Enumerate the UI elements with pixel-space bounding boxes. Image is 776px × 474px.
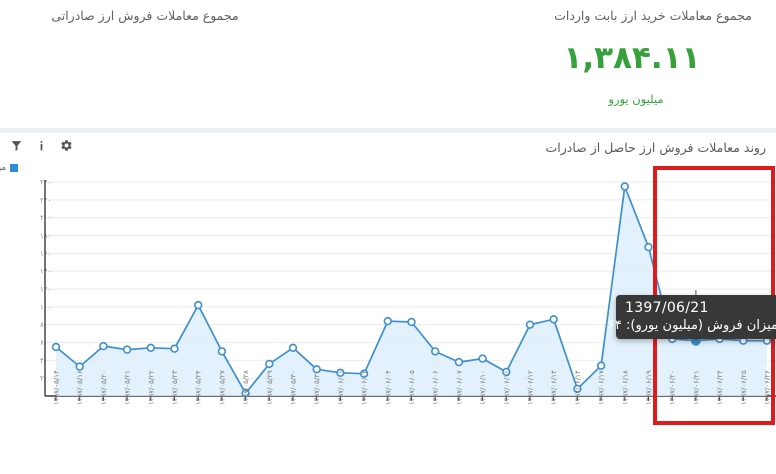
x-axis-tick-label: ۱۳۹۷/۰۵/۲۱ [124,370,132,405]
x-axis-tick-label: ۱۳۹۷/۰۵/۳۱ [313,370,321,405]
x-axis-tick-label: ۱۳۹۷/۰۵/۱۴ [53,370,61,405]
x-axis-tick-label: ۱۳۹۷/۰۵/۲۳ [171,370,179,405]
legend-item[interactable]: میزان فروش (میلیون یورو) [0,163,18,173]
legend-swatch [10,164,18,172]
x-axis-tick-label: ۱۳۹۷/۰۶/۲۰ [669,370,677,405]
x-axis-tick-label: ۱۳۹۷/۰۶/۱۴ [574,370,582,405]
x-axis-tick-label: ۱۳۹۷/۰۶/۰۵ [408,370,416,405]
data-point[interactable] [502,367,511,377]
x-axis-tick-label: ۱۳۹۷/۰۵/۲۲ [147,370,155,405]
tooltip-date: 1397/06/21 [625,300,709,316]
x-axis-tick-label: ۱۳۹۷/۰۶/۰۴ [384,370,392,405]
data-point[interactable] [51,342,61,352]
x-axis-tick-label: ۱۳۹۷/۰۶/۱۰ [479,370,487,405]
y-axis-tick-label: ۲۰ [40,375,48,383]
x-axis-tick-label: ۱۳۹۷/۰۵/۲۹ [266,370,274,405]
x-axis-tick-label: ۱۳۹۷/۰۶/۲۶ [764,370,772,405]
x-axis-tick-label: ۱۳۹۷/۰۶/۰۷ [455,370,463,405]
x-axis-tick-label: ۱۳۹۷/۰۶/۲۱ [692,370,700,405]
data-point[interactable] [383,316,392,326]
data-point[interactable] [194,300,203,310]
data-point[interactable] [573,384,582,394]
filter-icon[interactable] [9,138,24,153]
x-axis-tick-label: ۱۳۹۷/۰۶/۱۹ [645,370,653,405]
kpi-unit: میلیون یورو [0,92,158,106]
x-axis-tick-label: ۱۳۹۷/۰۶/۰۱ [337,370,345,405]
data-point[interactable] [407,317,416,327]
chart-title: روند معاملات فروش ارز حاصل از صادرات [545,140,766,155]
y-axis-tick-label: ۴۰ [40,357,48,365]
data-point[interactable] [146,343,156,353]
x-axis-tick-label: ۱۳۹۷/۰۵/۲۰ [100,370,108,405]
data-point[interactable] [431,347,440,356]
x-axis-tick-label: ۱۳۹۷/۰۶/۱۲ [527,370,535,405]
x-axis-tick-label: ۱۳۹۷/۰۶/۱۳ [550,370,558,405]
x-axis-tick-label: ۱۳۹۷/۰۵/۲۴ [195,370,203,405]
data-point[interactable] [265,359,274,369]
kpi-value: ۱,۶۵۲.۷۴ [0,40,163,76]
x-axis-tick-label: ۱۳۹۷/۰۶/۱۷ [598,370,606,405]
data-point[interactable] [620,182,629,191]
x-axis-tick-label: ۱۳۹۷/۰۶/۲۴ [716,370,724,405]
x-axis-tick-label: ۱۳۹۷/۰۶/۱۸ [621,370,629,405]
data-point[interactable] [217,347,227,356]
data-point[interactable] [170,344,179,353]
x-axis-tick-label: ۱۳۹۷/۰۵/۳۰ [290,370,298,405]
legend-label: میزان فروش (میلیون یورو) [0,163,6,173]
area-fill [56,186,767,396]
info-icon[interactable] [34,138,49,153]
kpi-title: مجموع معاملات خرید ارز بابت واردات [554,8,752,23]
data-point[interactable] [478,354,487,363]
kpi-card-export-fx-sales: مجموع معاملات فروش ارز صادراتی ۱,۶۵۲.۷۴ … [0,0,530,128]
data-point[interactable] [75,362,84,371]
data-point[interactable] [359,369,369,378]
y-axis-tick-label: ۸۰ [40,321,48,329]
chart-toolbar [9,138,74,153]
x-axis-tick-label: ۱۳۹۷/۰۶/۲۵ [740,370,748,405]
data-point[interactable] [288,343,298,353]
x-axis-tick-label: ۱۳۹۷/۰۶/۱۱ [503,370,511,405]
kpi-unit: میلیون یورو [608,92,664,106]
kpi-title: مجموع معاملات فروش ارز صادراتی [51,8,239,23]
y-axis-tick-label: ۶۰ [40,339,48,347]
chart-header: روند معاملات فروش ارز حاصل از صادرات [0,133,776,173]
data-point[interactable] [596,361,606,370]
gear-icon[interactable] [59,138,74,153]
data-point[interactable] [99,341,108,351]
data-point[interactable] [549,315,558,324]
data-point[interactable] [122,345,132,354]
chart-card: روند معاملات فروش ارز حاصل از صادرات [0,133,776,474]
data-point[interactable] [454,357,464,367]
data-point[interactable] [336,368,345,378]
x-axis-tick-label: ۱۳۹۷/۰۶/۰۳ [361,370,369,405]
x-axis-tick-label: ۱۳۹۷/۰۶/۰۶ [432,370,440,405]
data-point[interactable] [312,365,321,374]
chart-tooltip: 1397/06/21 میزان فروش (میلیون یورو): ۶۴ [607,295,776,339]
x-axis-tick-label: ۱۳۹۷/۰۵/۱۶ [76,370,84,405]
x-axis-tick-label: ۱۳۹۷/۰۵/۲۸ [242,370,250,405]
x-axis-tick-label: ۱۳۹۷/۰۵/۲۷ [218,370,226,405]
kpi-value: ۱,۳۸۴.۱۱ [563,40,701,76]
data-point[interactable] [644,242,653,252]
kpi-card-import-fx-purchase: مجموع معاملات خرید ارز بابت واردات ۱,۳۸۴… [530,0,776,128]
tooltip-value-row: میزان فروش (میلیون یورو): ۶۴ [607,318,776,333]
kpi-strip: مجموع معاملات فروش ارز صادراتی ۱,۶۵۲.۷۴ … [0,0,776,128]
data-point[interactable] [525,320,535,329]
